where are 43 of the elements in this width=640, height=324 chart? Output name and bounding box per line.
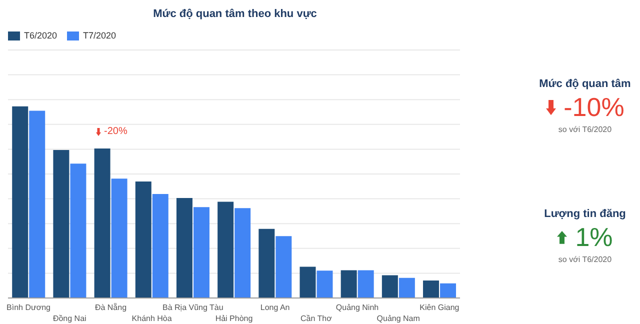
chart-title: Mức độ quan tâm theo khu vực (152, 8, 318, 20)
text: so với T6/2020 (557, 255, 613, 264)
bar (382, 275, 398, 298)
bar (276, 236, 292, 298)
bar (258, 228, 275, 298)
bar (218, 202, 234, 298)
bar (29, 110, 46, 298)
bar (94, 148, 110, 298)
x-tick-label: Long An (260, 303, 290, 312)
bar (340, 270, 357, 298)
legend-label: T6/2020 (24, 30, 58, 40)
bar (152, 194, 168, 298)
data-label: -10% (564, 92, 624, 123)
x-tick-label: Cần Thơ (300, 314, 333, 323)
bar (70, 164, 86, 298)
bar (135, 181, 152, 298)
x-tick-label: Bình Dương (6, 303, 51, 312)
x-tick-label: Kiên Giang (420, 303, 460, 312)
legend-label: T7/2020 (83, 30, 116, 40)
annotation: -20% (104, 126, 128, 137)
category-label: Mức độ quan tâm (538, 78, 632, 90)
x-tick-label: Quảng Ninh (336, 303, 379, 312)
bar (440, 283, 456, 298)
x-tick-label: Bà Rịa Vũng Tàu (162, 303, 224, 312)
bar (234, 208, 251, 298)
bar (12, 106, 28, 298)
x-tick-label: Đồng Nai (52, 314, 87, 323)
bar (111, 178, 128, 298)
x-tick-label: Quảng Nam (376, 314, 420, 323)
bar (300, 266, 316, 298)
bar (423, 280, 440, 298)
x-tick-label: Hải Phòng (215, 314, 253, 323)
category-label: Lượng tin đăng (543, 208, 627, 220)
bar (398, 278, 415, 298)
bar (358, 270, 374, 298)
text: so với T6/2020 (557, 125, 613, 134)
bar (176, 198, 192, 298)
x-tick-label: Khánh Hòa (132, 314, 172, 323)
x-tick-label: Đà Nẵng (94, 303, 127, 312)
bar (193, 207, 210, 298)
data-label: 1% (575, 222, 613, 253)
bar (53, 150, 70, 298)
bar (316, 270, 333, 298)
